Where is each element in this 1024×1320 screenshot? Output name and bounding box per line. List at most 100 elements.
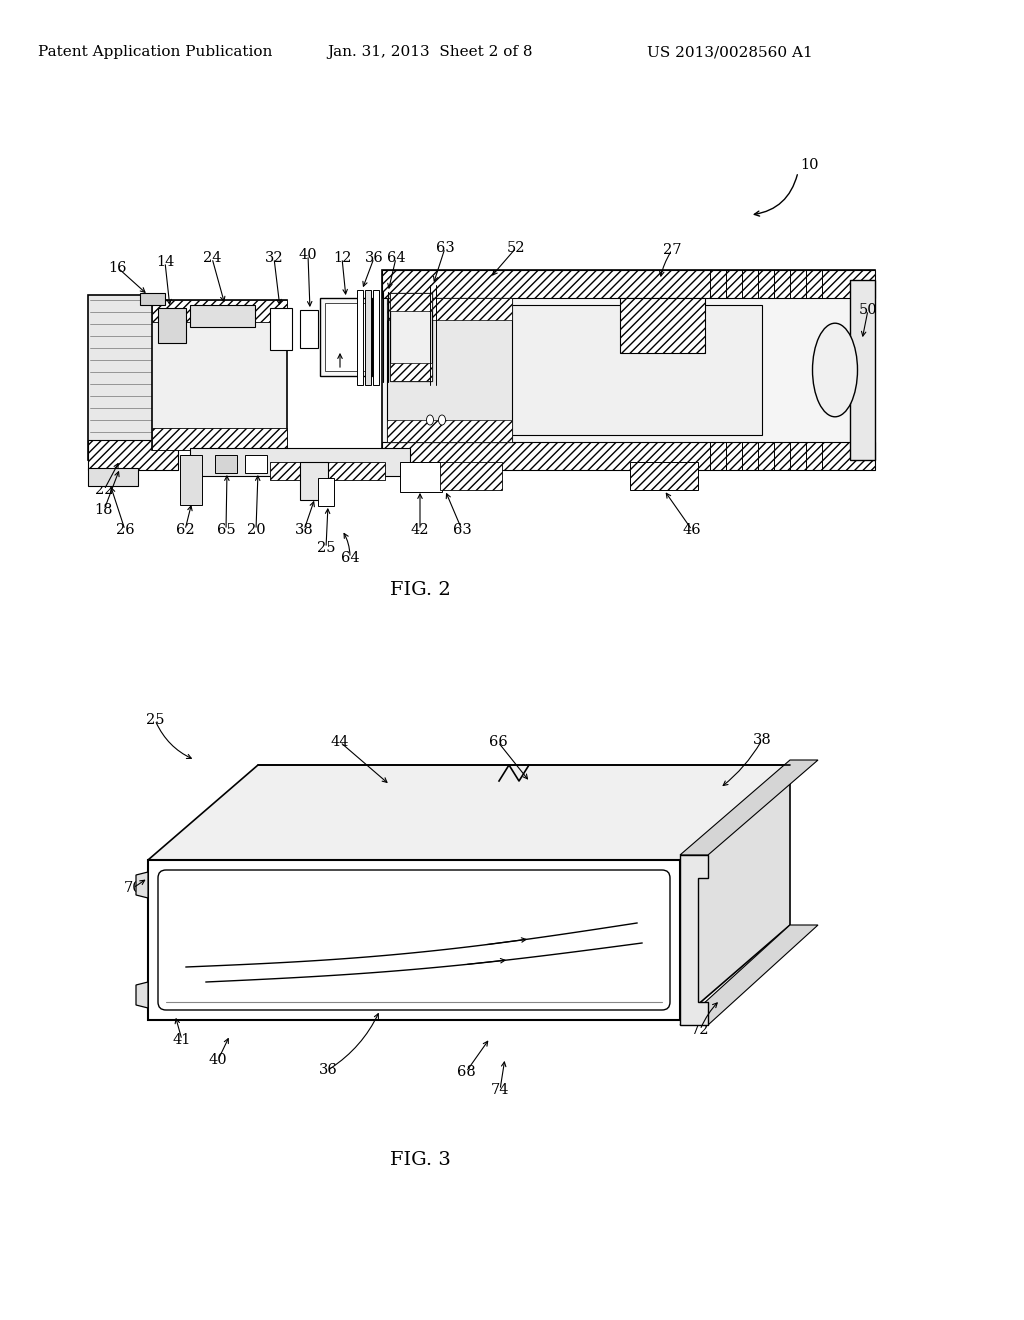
Bar xyxy=(190,447,410,477)
FancyArrowPatch shape xyxy=(219,1039,228,1057)
FancyArrowPatch shape xyxy=(486,937,526,945)
FancyArrowPatch shape xyxy=(274,261,282,304)
Text: 10: 10 xyxy=(801,158,819,172)
Bar xyxy=(88,294,155,459)
Bar xyxy=(270,462,385,480)
Polygon shape xyxy=(148,766,790,861)
FancyArrowPatch shape xyxy=(723,742,761,785)
Ellipse shape xyxy=(812,323,857,417)
Bar xyxy=(152,428,287,450)
Text: 44: 44 xyxy=(331,735,349,748)
FancyArrowPatch shape xyxy=(305,502,314,528)
Text: 16: 16 xyxy=(109,261,127,275)
Bar xyxy=(158,308,186,343)
Text: 38: 38 xyxy=(295,523,313,537)
Text: 63: 63 xyxy=(435,242,455,255)
FancyArrowPatch shape xyxy=(326,510,330,545)
Text: 42: 42 xyxy=(411,523,429,537)
Text: Patent Application Publication: Patent Application Publication xyxy=(38,45,272,59)
Bar xyxy=(365,290,371,385)
Text: 40: 40 xyxy=(299,248,317,261)
FancyArrowPatch shape xyxy=(342,261,347,294)
Text: 40: 40 xyxy=(209,1053,227,1067)
Bar xyxy=(300,310,318,348)
Bar xyxy=(319,298,372,376)
Bar xyxy=(390,293,432,381)
FancyArrowPatch shape xyxy=(362,260,373,286)
Bar xyxy=(400,462,442,492)
Bar xyxy=(373,290,379,385)
Text: 24: 24 xyxy=(203,251,221,265)
FancyArrowPatch shape xyxy=(224,477,229,527)
Bar xyxy=(387,420,512,442)
FancyArrowPatch shape xyxy=(667,494,690,528)
FancyArrowPatch shape xyxy=(120,269,145,292)
FancyArrowPatch shape xyxy=(255,477,260,527)
Bar xyxy=(392,305,762,436)
Text: FIG. 2: FIG. 2 xyxy=(389,581,451,599)
FancyArrowPatch shape xyxy=(501,1063,506,1088)
FancyArrowPatch shape xyxy=(344,533,350,556)
FancyArrowPatch shape xyxy=(446,494,461,528)
Bar xyxy=(850,280,874,459)
FancyArrowPatch shape xyxy=(331,1014,379,1068)
FancyArrowPatch shape xyxy=(156,722,191,759)
Polygon shape xyxy=(148,861,680,1020)
FancyArrowPatch shape xyxy=(307,257,312,306)
Polygon shape xyxy=(680,855,708,1026)
Polygon shape xyxy=(680,766,790,1020)
FancyArrowPatch shape xyxy=(105,471,119,507)
Bar xyxy=(140,293,165,305)
Bar xyxy=(215,455,237,473)
Polygon shape xyxy=(680,760,818,855)
Text: 25: 25 xyxy=(316,541,335,554)
Text: 62: 62 xyxy=(176,523,195,537)
Ellipse shape xyxy=(427,414,433,425)
Bar xyxy=(387,298,512,319)
Text: 68: 68 xyxy=(457,1065,475,1078)
Polygon shape xyxy=(136,873,148,898)
FancyArrowPatch shape xyxy=(861,313,867,337)
FancyArrowPatch shape xyxy=(111,488,124,528)
Text: 20: 20 xyxy=(247,523,265,537)
Text: 41: 41 xyxy=(173,1034,191,1047)
Bar xyxy=(620,298,705,352)
Bar xyxy=(152,300,287,450)
Text: 66: 66 xyxy=(488,735,507,748)
Text: 63: 63 xyxy=(453,523,471,537)
Text: 46: 46 xyxy=(683,523,701,537)
FancyArrowPatch shape xyxy=(418,494,422,527)
FancyArrowPatch shape xyxy=(185,506,193,527)
Bar xyxy=(440,462,502,490)
FancyArrowPatch shape xyxy=(338,354,342,367)
FancyArrowPatch shape xyxy=(433,251,444,281)
FancyArrowPatch shape xyxy=(468,1041,487,1069)
FancyArrowPatch shape xyxy=(135,880,144,887)
Polygon shape xyxy=(680,925,818,1026)
FancyArrowPatch shape xyxy=(175,1019,181,1038)
Bar xyxy=(325,304,367,371)
FancyArrowPatch shape xyxy=(659,252,671,276)
Text: 27: 27 xyxy=(663,243,681,257)
Text: 65: 65 xyxy=(217,523,236,537)
Text: 74: 74 xyxy=(490,1082,509,1097)
FancyArrowPatch shape xyxy=(493,249,514,275)
Text: 70: 70 xyxy=(124,880,142,895)
Bar xyxy=(152,300,287,322)
Text: 26: 26 xyxy=(116,523,134,537)
FancyArrowPatch shape xyxy=(755,174,798,216)
FancyArrowPatch shape xyxy=(213,260,225,301)
Text: Jan. 31, 2013  Sheet 2 of 8: Jan. 31, 2013 Sheet 2 of 8 xyxy=(328,45,532,59)
FancyBboxPatch shape xyxy=(158,870,670,1010)
Bar xyxy=(245,455,267,473)
Text: US 2013/0028560 A1: US 2013/0028560 A1 xyxy=(647,45,813,59)
Bar xyxy=(390,363,432,381)
FancyArrowPatch shape xyxy=(500,744,527,779)
Text: 14: 14 xyxy=(156,255,174,269)
Text: 72: 72 xyxy=(691,1023,710,1038)
Bar xyxy=(88,440,178,470)
Text: 18: 18 xyxy=(95,503,114,517)
Text: 64: 64 xyxy=(387,251,406,265)
Bar xyxy=(387,298,512,442)
Bar xyxy=(88,469,138,486)
